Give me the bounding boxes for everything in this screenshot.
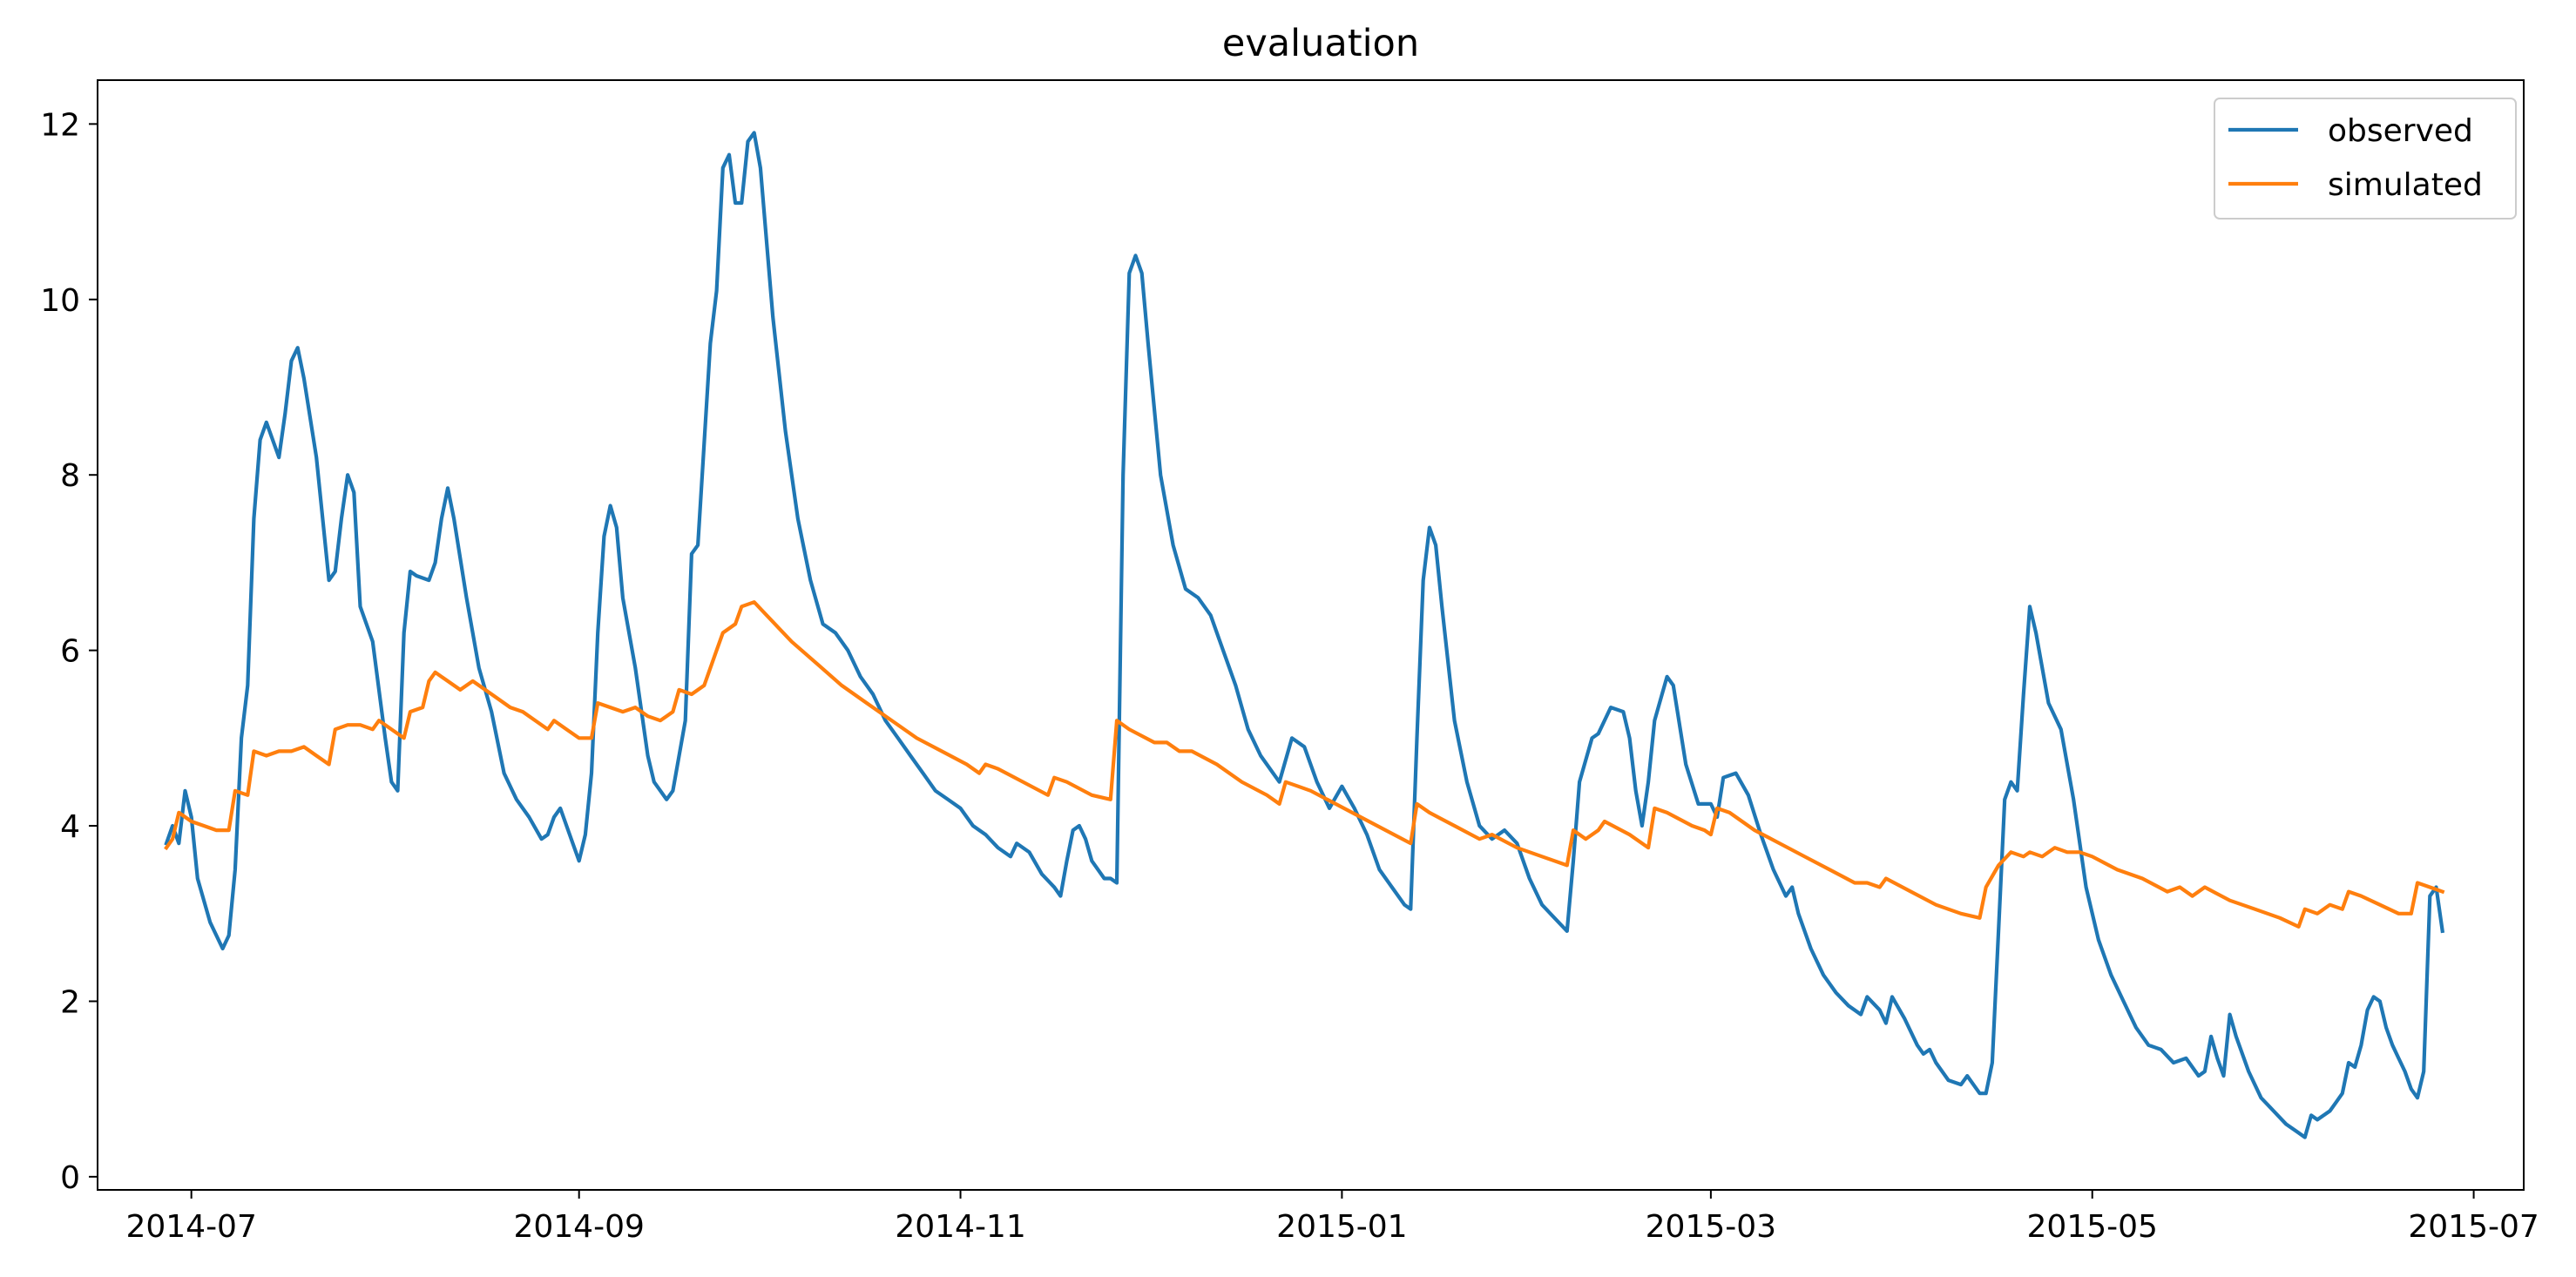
y-tick-label: 12: [40, 107, 80, 143]
y-tick-label: 6: [60, 634, 80, 670]
y-tick-label: 10: [40, 283, 80, 319]
axes-frame: [97, 79, 2525, 1191]
y-tick-label: 4: [60, 809, 80, 845]
axes: 2014-07 2014-09 2014-11 2015-01 2015-03 2015-…: [40, 79, 2539, 1245]
x-tick-label: 2015-05: [2027, 1209, 2158, 1245]
x-tick-label: 2014-11: [895, 1209, 1025, 1245]
x-tick-label: 2015-03: [1646, 1209, 1776, 1245]
x-tick-label: 2014-07: [125, 1209, 256, 1245]
series-line-observed: [164, 131, 2445, 1139]
chart-title: evaluation: [1222, 22, 1419, 65]
y-tick-label: 8: [60, 458, 80, 494]
legend-label-simulated: simulated: [2328, 167, 2483, 203]
x-tick-label: 2015-01: [1276, 1209, 1407, 1245]
x-tick-label: 2014-09: [513, 1209, 644, 1245]
x-tick-label: 2015-07: [2408, 1209, 2539, 1245]
series-line-simulated: [164, 600, 2445, 929]
plot-area: [164, 131, 2445, 1139]
legend-label-observed: observed: [2328, 113, 2473, 149]
y-tick-label: 0: [60, 1160, 80, 1196]
y-tick-label: 2: [60, 984, 80, 1020]
legend: observed simulated: [2214, 98, 2517, 220]
